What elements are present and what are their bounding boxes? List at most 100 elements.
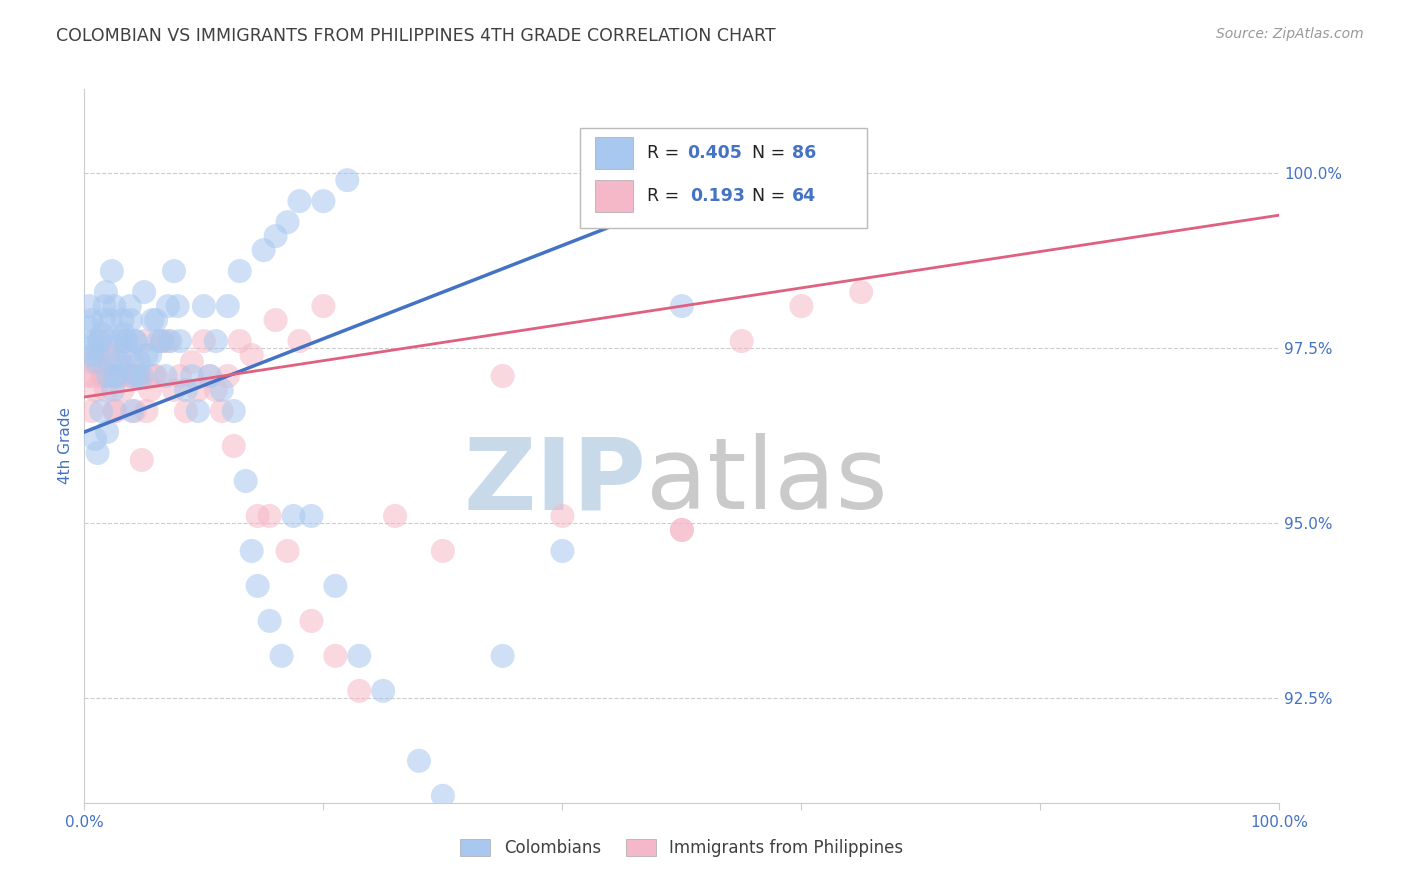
- Point: [86, 355, 108, 369]
- Point: [671, 523, 693, 537]
- Point: [121, 355, 143, 369]
- Point: [86, 348, 108, 362]
- Point: [101, 264, 124, 278]
- Point: [93, 313, 115, 327]
- Point: [118, 369, 141, 384]
- Text: ZIP: ZIP: [463, 434, 647, 530]
- Point: [98, 334, 121, 348]
- Point: [79, 341, 101, 355]
- Text: R =: R =: [647, 187, 685, 205]
- Point: [139, 383, 162, 397]
- Point: [84, 432, 107, 446]
- Point: [110, 334, 132, 348]
- Point: [551, 544, 574, 558]
- Point: [135, 404, 157, 418]
- Y-axis label: 4th Grade: 4th Grade: [58, 408, 73, 484]
- Point: [174, 404, 197, 418]
- Point: [551, 508, 574, 523]
- Point: [205, 334, 228, 348]
- Point: [198, 369, 221, 384]
- Point: [240, 348, 263, 362]
- Point: [163, 383, 186, 397]
- Point: [84, 383, 107, 397]
- Point: [131, 453, 153, 467]
- Point: [492, 369, 515, 384]
- Point: [229, 264, 252, 278]
- Point: [155, 369, 177, 384]
- Point: [259, 614, 281, 628]
- Point: [432, 544, 454, 558]
- Point: [125, 334, 148, 348]
- Text: COLOMBIAN VS IMMIGRANTS FROM PHILIPPINES 4TH GRADE CORRELATION CHART: COLOMBIAN VS IMMIGRANTS FROM PHILIPPINES…: [56, 27, 776, 45]
- Point: [104, 404, 127, 418]
- Point: [124, 334, 146, 348]
- Point: [150, 334, 173, 348]
- Text: 64: 64: [792, 187, 815, 205]
- Point: [222, 439, 245, 453]
- Point: [115, 334, 138, 348]
- Text: N =: N =: [752, 145, 792, 162]
- Point: [94, 383, 117, 397]
- Text: R =: R =: [647, 145, 685, 162]
- FancyBboxPatch shape: [581, 128, 868, 228]
- Legend: Colombians, Immigrants from Philippines: Colombians, Immigrants from Philippines: [453, 831, 911, 866]
- Point: [731, 334, 754, 348]
- Point: [112, 327, 135, 342]
- Point: [132, 285, 156, 299]
- Point: [277, 544, 299, 558]
- Point: [97, 348, 120, 362]
- Point: [159, 334, 181, 348]
- Point: [277, 215, 299, 229]
- Text: 0.193: 0.193: [690, 187, 745, 205]
- Point: [101, 383, 124, 397]
- Point: [217, 369, 239, 384]
- Point: [349, 684, 371, 698]
- Point: [89, 334, 111, 348]
- Point: [671, 299, 693, 313]
- Point: [671, 523, 693, 537]
- FancyBboxPatch shape: [595, 180, 633, 212]
- Point: [288, 194, 311, 208]
- Point: [264, 229, 287, 244]
- Point: [101, 369, 124, 384]
- Point: [349, 648, 371, 663]
- Point: [87, 348, 110, 362]
- Point: [91, 369, 114, 384]
- Point: [104, 369, 127, 384]
- Point: [166, 299, 188, 313]
- Point: [103, 299, 125, 313]
- Point: [79, 355, 101, 369]
- Point: [87, 334, 110, 348]
- Text: atlas: atlas: [647, 434, 887, 530]
- Point: [229, 334, 252, 348]
- Point: [193, 334, 215, 348]
- Text: N =: N =: [752, 187, 792, 205]
- Point: [187, 404, 209, 418]
- Point: [77, 299, 100, 313]
- Point: [89, 334, 111, 348]
- Point: [157, 334, 180, 348]
- FancyBboxPatch shape: [595, 137, 633, 169]
- Point: [283, 508, 305, 523]
- Point: [169, 369, 191, 384]
- Point: [77, 320, 100, 334]
- Point: [246, 579, 269, 593]
- Point: [384, 508, 406, 523]
- Text: 0.405: 0.405: [686, 145, 741, 162]
- Point: [100, 313, 122, 327]
- Point: [80, 404, 103, 418]
- Point: [103, 404, 125, 418]
- Point: [145, 313, 167, 327]
- Point: [139, 348, 162, 362]
- Point: [94, 285, 117, 299]
- Point: [135, 348, 157, 362]
- Point: [325, 579, 347, 593]
- Text: 86: 86: [792, 145, 815, 162]
- Point: [301, 508, 323, 523]
- Point: [198, 369, 221, 384]
- Point: [150, 334, 173, 348]
- Point: [193, 299, 215, 313]
- Point: [117, 348, 139, 362]
- Point: [131, 369, 153, 384]
- Point: [115, 334, 138, 348]
